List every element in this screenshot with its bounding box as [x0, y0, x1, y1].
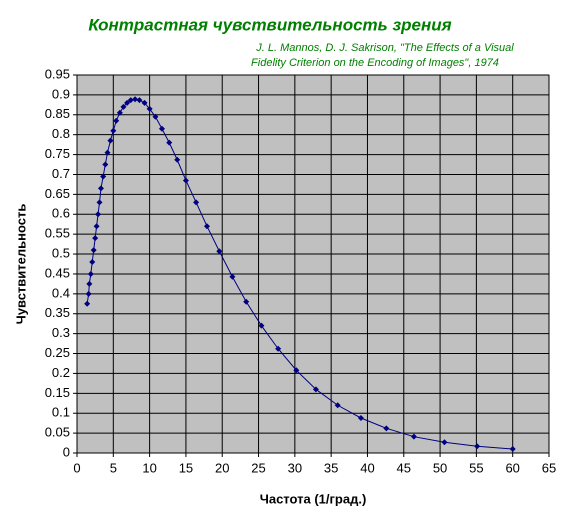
- data-point: [87, 270, 94, 277]
- data-point: [334, 402, 341, 409]
- data-point: [146, 105, 153, 112]
- data-point: [102, 161, 109, 168]
- data-point: [182, 177, 189, 184]
- data-point: [89, 259, 96, 266]
- y-tick-label: 0.5: [52, 245, 70, 260]
- y-tick-label: 0.3: [52, 325, 70, 340]
- x-tick-label: 20: [215, 460, 229, 475]
- data-point: [203, 223, 210, 230]
- data-point: [104, 149, 111, 156]
- data-point: [383, 425, 390, 432]
- data-point: [275, 345, 282, 352]
- y-tick-label: 0.1: [52, 405, 70, 420]
- y-tick-label: 0.55: [45, 226, 70, 241]
- chart-subtitle: Fidelity Criterion on the Encoding of Im…: [251, 57, 499, 69]
- y-tick-label: 0.85: [45, 106, 70, 121]
- data-point: [124, 99, 131, 106]
- data-point: [95, 211, 102, 218]
- data-point: [229, 273, 236, 280]
- y-tick-label: 0.7: [52, 166, 70, 181]
- y-tick-label: 0.75: [45, 146, 70, 161]
- x-tick-label: 65: [542, 460, 556, 475]
- y-tick-label: 0.6: [52, 206, 70, 221]
- data-point: [474, 443, 481, 450]
- plot-area: [76, 74, 550, 454]
- data-point: [293, 367, 300, 374]
- data-point: [86, 280, 93, 287]
- data-point: [120, 103, 127, 110]
- x-tick-label: 30: [288, 460, 302, 475]
- x-tick-label: 0: [73, 460, 80, 475]
- data-point: [93, 223, 100, 230]
- data-point: [357, 414, 364, 421]
- x-tick-label: 35: [324, 460, 338, 475]
- data-point: [141, 99, 148, 106]
- chart-title: Контрастная чувствительность зрения: [88, 15, 451, 34]
- data-point: [100, 173, 107, 180]
- chart-subtitle: J. L. Mannos, D. J. Sakrison, "The Effec…: [255, 42, 514, 54]
- data-point: [509, 446, 516, 453]
- y-tick-label: 0.95: [45, 66, 70, 81]
- x-tick-label: 50: [433, 460, 447, 475]
- data-point: [127, 97, 134, 104]
- y-tick-label: 0.2: [52, 365, 70, 380]
- data-point: [441, 439, 448, 446]
- y-tick-label: 0.35: [45, 305, 70, 320]
- y-tick-label: 0.4: [52, 285, 70, 300]
- data-line: [86, 98, 513, 450]
- y-tick-label: 0.9: [52, 86, 70, 101]
- x-tick-label: 5: [110, 460, 117, 475]
- data-point: [84, 300, 91, 307]
- data-point: [136, 97, 143, 104]
- data-point: [116, 109, 123, 116]
- data-point: [193, 199, 200, 206]
- x-tick-label: 25: [251, 460, 265, 475]
- data-point: [312, 386, 319, 393]
- y-tick-label: 0: [63, 444, 70, 459]
- data-point: [258, 322, 265, 329]
- data-point: [174, 156, 181, 163]
- data-point: [107, 137, 114, 144]
- x-tick-label: 40: [360, 460, 374, 475]
- x-axis-label: Частота (1/град.): [260, 491, 367, 506]
- y-axis-label: Чувствительность: [13, 204, 28, 325]
- y-tick-label: 0.45: [45, 265, 70, 280]
- data-point: [216, 248, 223, 255]
- data-point: [110, 127, 117, 134]
- y-tick-label: 0.65: [45, 186, 70, 201]
- data-point: [113, 117, 120, 124]
- data-point: [410, 433, 417, 440]
- data-point: [166, 139, 173, 146]
- y-tick-label: 0.05: [45, 425, 70, 440]
- x-tick-label: 10: [142, 460, 156, 475]
- data-point: [85, 290, 92, 297]
- data-point: [243, 298, 250, 305]
- y-tick-label: 0.8: [52, 126, 70, 141]
- y-tick-label: 0.25: [45, 345, 70, 360]
- x-tick-label: 45: [397, 460, 411, 475]
- x-tick-label: 15: [179, 460, 193, 475]
- data-point: [152, 113, 159, 120]
- data-point: [92, 235, 99, 242]
- data-point: [96, 199, 103, 206]
- data-point: [97, 185, 104, 192]
- x-tick-label: 55: [469, 460, 483, 475]
- data-point: [158, 125, 165, 132]
- y-tick-label: 0.15: [45, 385, 70, 400]
- data-point: [132, 96, 139, 103]
- data-point: [90, 247, 97, 254]
- x-tick-label: 60: [505, 460, 519, 475]
